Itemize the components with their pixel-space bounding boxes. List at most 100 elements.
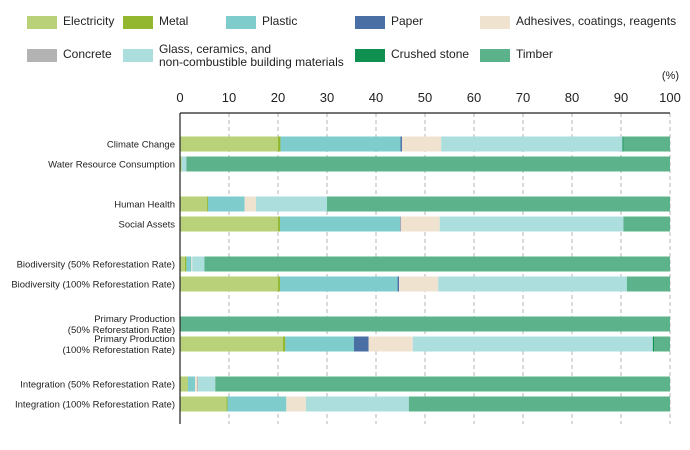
legend-label: Paper: [391, 14, 424, 28]
bar-segment-plastic: [227, 396, 287, 412]
legend-item: Metal: [123, 15, 188, 29]
bar-segment-glass-ceramics-and: [192, 256, 205, 272]
category-label: Climate Change: [107, 140, 175, 151]
category-label: Integration (100% Reforestation Rate): [15, 400, 175, 411]
legend-item: Plastic: [226, 15, 297, 29]
bar-segment-glass-ceramics-and: [439, 216, 624, 232]
legend-swatch: [355, 16, 385, 29]
bar-segment-adhesives-coatings-reagents: [286, 396, 306, 412]
category-label: (50% Reforestation Rate): [68, 325, 175, 336]
bar-segment-metal: [278, 216, 280, 232]
category-label: Water Resource Consumption: [48, 160, 175, 171]
bar-segment-timber: [204, 256, 670, 272]
legend-label: Crushed stone: [391, 47, 470, 61]
bar-segment-glass-ceramics-and: [438, 276, 627, 292]
bar-segment-crushed-stone: [652, 336, 655, 352]
legend-label: Timber: [516, 47, 553, 61]
bar-segment-timber: [408, 396, 670, 412]
bar-segment-timber: [180, 316, 670, 332]
bar-segment-electricity: [180, 276, 278, 292]
category-label: Biodiversity (100% Reforestation Rate): [11, 280, 175, 291]
bar-segment-metal: [206, 196, 208, 212]
bar-segment-electricity: [180, 136, 278, 152]
legend-item: Electricity: [27, 15, 114, 29]
legend-swatch: [27, 49, 57, 62]
legend-label: Adhesives, coatings, reagents: [516, 14, 677, 28]
x-tick-label: 80: [565, 90, 579, 105]
bar-segment-electricity: [180, 376, 188, 392]
legend-item: Glass, ceramics, and non-combustible bui…: [123, 43, 344, 69]
bar-segment-plastic: [279, 276, 398, 292]
bar-segment-glass-ceramics-and: [181, 156, 187, 172]
category-label: Primary Production: [94, 314, 175, 325]
legend-swatch: [480, 49, 510, 62]
legend-item: Paper: [355, 15, 423, 29]
legend-swatch: [123, 49, 153, 62]
bar-segment-metal: [278, 136, 281, 152]
bar-segment-concrete: [197, 376, 199, 392]
legend-label: Glass, ceramics, and non-combustible bui…: [159, 42, 344, 69]
x-tick-label: 40: [369, 90, 383, 105]
bar-segment-timber: [623, 216, 670, 232]
bar-segment-metal: [184, 256, 187, 272]
bar-segment-electricity: [180, 256, 185, 272]
bar-segment-paper: [353, 336, 369, 352]
category-label: Social Assets: [119, 220, 176, 231]
legend-item: Adhesives, coatings, reagents: [480, 15, 676, 29]
legend-swatch: [226, 16, 256, 29]
bar-segment-metal: [278, 276, 280, 292]
legend-swatch: [355, 49, 385, 62]
bar-segment-plastic: [280, 136, 401, 152]
category-label: Biodiversity (50% Reforestation Rate): [17, 260, 175, 271]
bar-segment-paper: [397, 276, 400, 292]
bar-segment-plastic: [187, 376, 196, 392]
category-label: Integration (50% Reforestation Rate): [20, 380, 175, 391]
legend-label: Electricity: [63, 14, 115, 28]
bar-segment-plastic: [207, 196, 245, 212]
bar-segment-metal: [226, 396, 228, 412]
category-label: Human Health: [114, 200, 175, 211]
legend-swatch: [480, 16, 510, 29]
x-tick-label: 10: [222, 90, 236, 105]
bar-segment-timber: [215, 376, 670, 392]
bar-segment-glass-ceramics-and: [305, 396, 409, 412]
bar-segment-plastic: [279, 216, 401, 232]
legend-item: Crushed stone: [355, 48, 469, 62]
x-tick-label: 60: [467, 90, 481, 105]
bar-segment-electricity: [180, 396, 227, 412]
bar-segment-adhesives-coatings-reagents: [195, 376, 198, 392]
bar-segment-adhesives-coatings-reagents: [368, 336, 413, 352]
x-tick-label: 100: [659, 90, 681, 105]
x-tick-label: 0: [176, 90, 183, 105]
unit-label: (%): [662, 70, 679, 82]
category-label: (100% Reforestation Rate): [63, 345, 175, 356]
legend-item: Concrete: [27, 48, 112, 62]
x-tick-label: 90: [614, 90, 628, 105]
bar-segment-adhesives-coatings-reagents: [244, 196, 256, 212]
bar-segment-adhesives-coatings-reagents: [191, 256, 193, 272]
bar-segment-adhesives-coatings-reagents: [399, 276, 439, 292]
legend-label: Metal: [159, 14, 189, 28]
bar-segment-electricity: [180, 216, 278, 232]
bar-segment-metal: [282, 336, 286, 352]
bar-segment-timber: [654, 336, 670, 352]
legend-swatch: [27, 16, 57, 29]
bar-segment-plastic: [285, 336, 354, 352]
bar-segment-adhesives-coatings-reagents: [401, 136, 442, 152]
bar-segment-glass-ceramics-and: [412, 336, 653, 352]
bar-segment-electricity: [180, 336, 283, 352]
bar-segment-glass-ceramics-and: [255, 196, 327, 212]
bar-segment-paper: [400, 136, 402, 152]
legend-swatch: [123, 16, 153, 29]
bar-segment-timber: [626, 276, 670, 292]
bar-segment-glass-ceramics-and: [441, 136, 623, 152]
category-label: Primary Production: [94, 334, 175, 345]
bar-segment-plastic: [186, 256, 192, 272]
x-tick-label: 20: [271, 90, 285, 105]
bar-segment-timber: [623, 136, 670, 152]
bar-segment-adhesives-coatings-reagents: [400, 216, 440, 232]
bar-segment-glass-ceramics-and: [198, 376, 216, 392]
legend-item: Timber: [480, 48, 553, 62]
x-tick-label: 70: [516, 90, 530, 105]
